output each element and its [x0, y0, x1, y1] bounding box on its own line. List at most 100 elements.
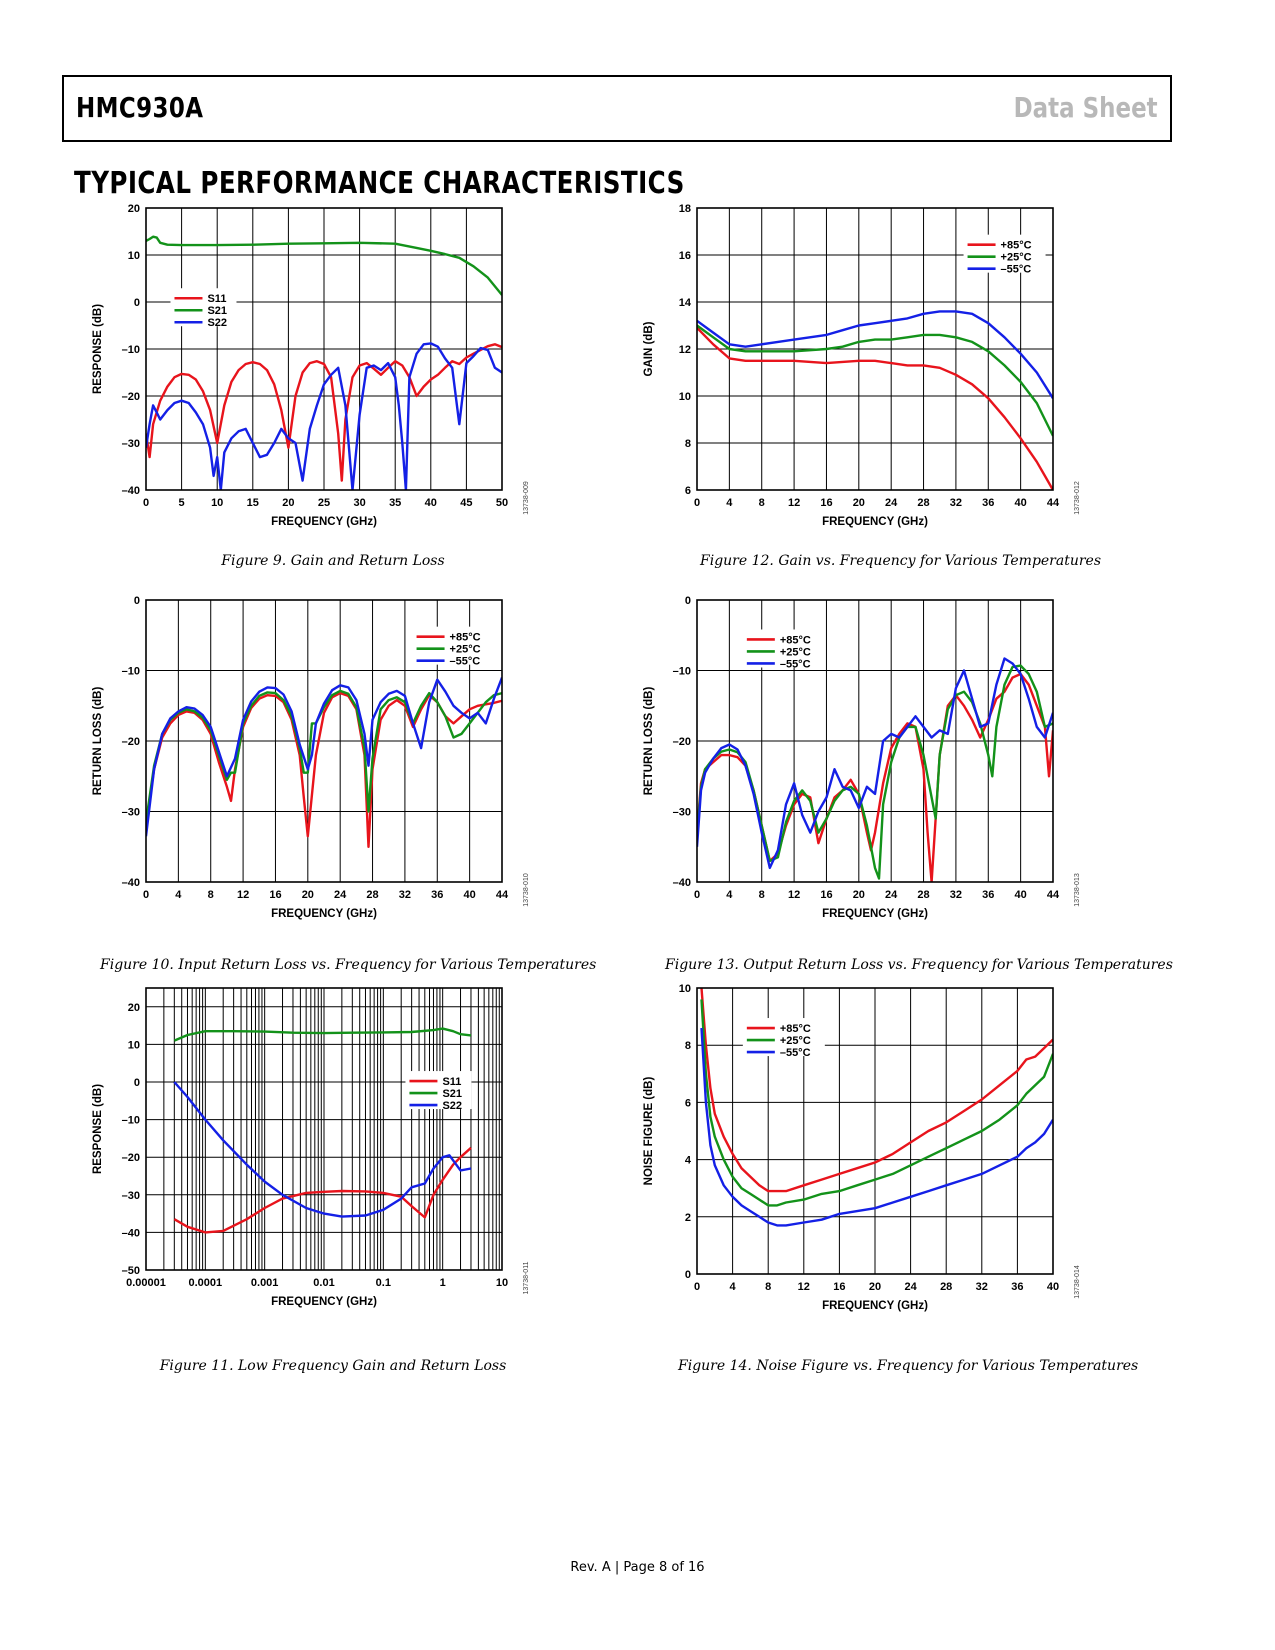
- x-tick-label: 12: [788, 889, 800, 901]
- x-tick-label: 0: [143, 889, 149, 901]
- legend-label: S21: [442, 1088, 462, 1100]
- y-tick-label: –10: [122, 1115, 140, 1127]
- x-tick-label: 28: [917, 889, 929, 901]
- x-tick-label: 0.001: [251, 1277, 279, 1289]
- x-axis-title: FREQUENCY (GHz): [271, 516, 377, 528]
- legend-label: +85°C: [780, 634, 811, 646]
- x-tick-label: 1: [440, 1277, 446, 1289]
- x-tick-label: 32: [950, 497, 962, 509]
- x-tick-label: 16: [269, 889, 281, 901]
- chart-input-return-loss: 0 4 8 12 16 20 24 28 32 36 40 44 –40 –30 –20 –10 0 FREQUE…: [92, 595, 530, 920]
- caption-figure-11: Figure 11. Low Frequency Gain and Return…: [159, 1358, 507, 1374]
- legend-label: S22: [442, 1100, 462, 1112]
- legend-label: +85°C: [780, 1023, 811, 1035]
- series-line-55C: [697, 657, 1053, 870]
- y-tick-label: 16: [679, 250, 691, 262]
- y-tick-label: 18: [679, 203, 691, 215]
- x-tick-label: 36: [1011, 1281, 1023, 1293]
- x-tick-label: 50: [496, 497, 508, 509]
- legend-label: +25°C: [1001, 252, 1032, 264]
- series-line-S22: [173, 1081, 472, 1218]
- legend-label: –55°C: [780, 1047, 811, 1059]
- x-tick-label: 35: [389, 497, 401, 509]
- x-tick-label: 0.1: [376, 1277, 391, 1289]
- x-tick-label: 12: [798, 1281, 810, 1293]
- x-tick-label: 0: [694, 889, 700, 901]
- figure-code: 13738-011: [523, 1261, 530, 1294]
- x-tick-label: 36: [982, 497, 994, 509]
- part-number: HMC930A: [76, 91, 204, 124]
- x-tick-label: 12: [237, 889, 249, 901]
- caption-figure-13: Figure 13. Output Return Loss vs. Freque…: [665, 957, 1173, 973]
- legend-label: +25°C: [450, 644, 481, 656]
- caption-figure-10: Figure 10. Input Return Loss vs. Frequen…: [100, 957, 597, 973]
- y-tick-label: –40: [673, 877, 691, 889]
- legend-label: –55°C: [1001, 264, 1032, 276]
- x-tick-label: 10: [211, 497, 223, 509]
- plot-frame: [145, 987, 503, 1271]
- x-tick-label: 0: [694, 497, 700, 509]
- y-tick-label: –10: [122, 344, 140, 356]
- y-tick-label: –30: [122, 807, 140, 819]
- x-tick-label: 24: [885, 497, 898, 509]
- y-tick-label: –40: [122, 1227, 140, 1239]
- x-axis-title: FREQUENCY (GHz): [822, 516, 928, 528]
- y-axis-title: RETURN LOSS (dB): [643, 687, 655, 796]
- chart-output-return-loss: 0 4 8 12 16 20 24 28 32 36 40 44 –40 –30 –20 –10 0 FREQUE…: [643, 595, 1081, 920]
- x-tick-label: 20: [853, 889, 865, 901]
- series-line-25C: [697, 664, 1053, 880]
- x-tick-label: 24: [904, 1281, 917, 1293]
- legend-box: [963, 234, 1046, 273]
- y-tick-label: –20: [122, 1152, 140, 1164]
- x-tick-label: 40: [425, 497, 437, 509]
- series-line-S11: [146, 343, 502, 482]
- y-axis-title: RESPONSE (dB): [92, 304, 104, 394]
- series-line-85C: [697, 326, 1053, 490]
- x-tick-label: 40: [464, 889, 476, 901]
- x-tick-label: 30: [353, 497, 365, 509]
- figure-code: 13738-010: [523, 873, 530, 907]
- plot-frame: [145, 207, 503, 491]
- figure-code: 13738-012: [1074, 481, 1081, 515]
- legend-label: +25°C: [780, 646, 811, 658]
- x-axis-title: FREQUENCY (GHz): [271, 1296, 377, 1308]
- x-axis-title: FREQUENCY (GHz): [822, 908, 928, 920]
- y-tick-label: –20: [122, 391, 140, 403]
- x-tick-label: 36: [431, 889, 443, 901]
- legend-box: [412, 626, 495, 665]
- y-tick-label: 20: [128, 203, 140, 215]
- series-line-55C: [146, 677, 502, 837]
- y-tick-label: –20: [673, 736, 691, 748]
- figure-code: 13738-014: [1074, 1265, 1081, 1299]
- legend-label: S21: [207, 305, 227, 317]
- series-line-S22: [146, 342, 502, 490]
- x-tick-label: 12: [788, 497, 800, 509]
- x-tick-label: 4: [730, 1281, 737, 1293]
- x-tick-label: 16: [833, 1281, 845, 1293]
- x-tick-label: 40: [1015, 889, 1027, 901]
- y-tick-label: 0: [134, 595, 140, 607]
- chart-low-frequency: 0.00001 0.0001 0.001 0.01 0.1 1 10 –50 –40 –30 –20…: [92, 987, 530, 1308]
- series-line-25C: [697, 324, 1053, 437]
- y-tick-label: –10: [673, 666, 691, 678]
- y-tick-label: 4: [685, 1155, 692, 1167]
- y-axis-title: RESPONSE (dB): [92, 1084, 104, 1174]
- x-tick-label: 44: [1047, 497, 1060, 509]
- x-tick-label: 0.01: [313, 1277, 334, 1289]
- x-tick-label: 0.0001: [189, 1277, 223, 1289]
- legend-label: +85°C: [450, 632, 481, 644]
- x-tick-label: 8: [765, 1281, 771, 1293]
- x-tick-label: 44: [1047, 889, 1060, 901]
- x-tick-label: 44: [496, 889, 509, 901]
- figure-code: 13738-009: [523, 481, 530, 515]
- doc-type-label: Data Sheet: [1013, 91, 1158, 124]
- plot-frame: [696, 987, 1054, 1275]
- chart-gain-vs-temperature: 0 4 8 12 16 20 24 28 32 36 40 44 6 8 10 12 14 16 18 FREQUEN…: [643, 203, 1081, 528]
- x-tick-label: 4: [175, 889, 182, 901]
- x-tick-label: 4: [726, 889, 733, 901]
- figure-code: 13738-013: [1074, 873, 1081, 907]
- x-tick-label: 5: [179, 497, 185, 509]
- page-footer: Rev. A | Page 8 of 16: [570, 1560, 705, 1575]
- y-tick-label: 14: [679, 297, 692, 309]
